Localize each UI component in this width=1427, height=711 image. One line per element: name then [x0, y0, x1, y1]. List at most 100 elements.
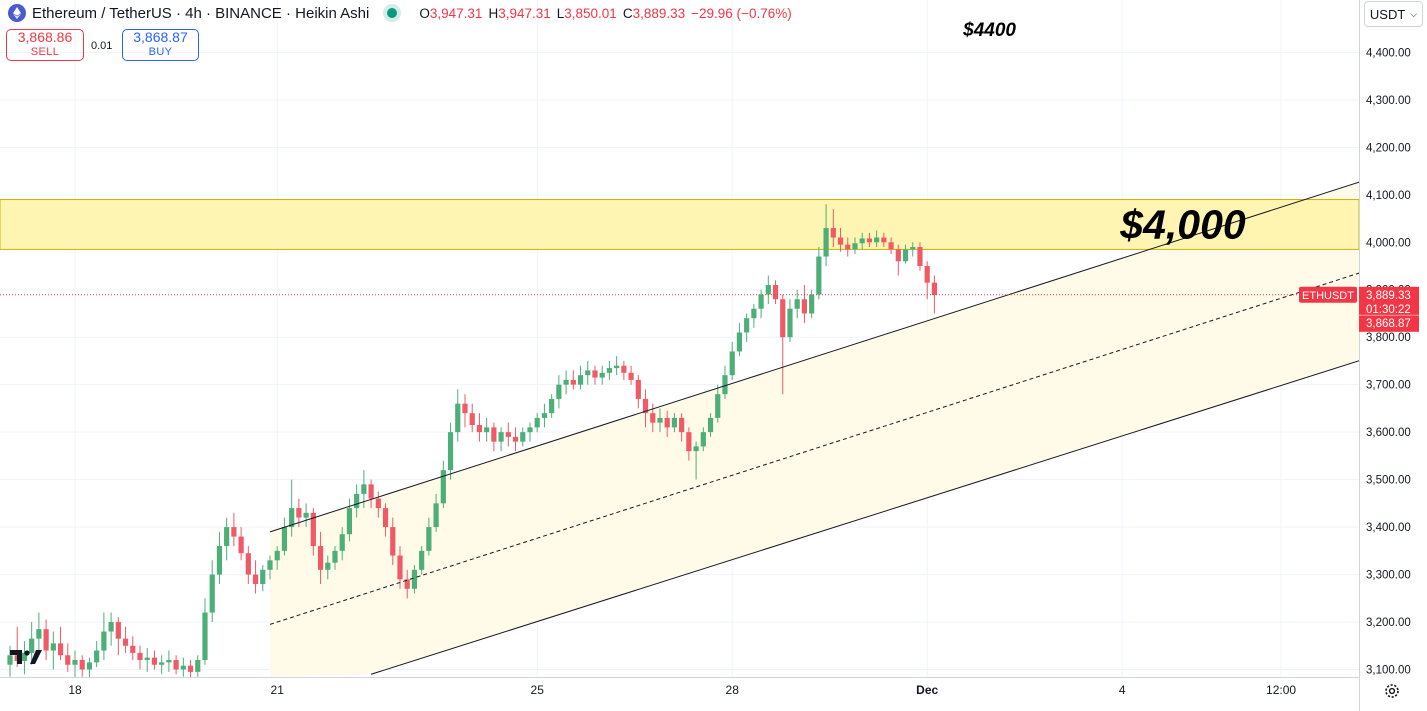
y-tick-label: 4,200.00	[1366, 142, 1411, 154]
y-tick-label: 3,100.00	[1366, 665, 1411, 677]
y-tick-label: 3,700.00	[1366, 380, 1411, 392]
candle-body	[339, 534, 345, 551]
candle-body	[296, 508, 302, 518]
candle-body	[368, 484, 374, 499]
candle-body	[72, 660, 78, 665]
candle-body	[931, 282, 938, 295]
candle-body	[809, 294, 815, 314]
candle-body	[736, 332, 743, 352]
candle-body	[332, 550, 338, 563]
band-annotation: $4,000	[1119, 201, 1246, 247]
candle-body	[101, 631, 107, 651]
last-price-value: 3,889.33	[1366, 290, 1411, 302]
candle-body	[686, 432, 692, 452]
y-tick-label: 3,800.00	[1366, 332, 1411, 344]
candle-body	[180, 665, 186, 670]
y-tick-label: 3,200.00	[1366, 617, 1411, 629]
target-annotation: $4400	[962, 20, 1016, 41]
candle-body	[592, 370, 598, 378]
candle-body	[722, 375, 728, 395]
candle-body	[397, 555, 403, 580]
candle-body	[469, 413, 475, 426]
ohlc-open: O3,947.31	[419, 5, 483, 21]
candle-body	[859, 238, 865, 244]
candle-body	[758, 294, 764, 309]
candle-body	[137, 652, 143, 661]
sell-button[interactable]: 3,868.86 SELL	[6, 29, 84, 61]
candle-body	[852, 243, 858, 250]
candle-body	[657, 417, 663, 423]
candle-body	[715, 394, 721, 418]
candle-body	[512, 436, 519, 442]
candle-body	[50, 643, 56, 651]
candle-body	[520, 432, 526, 442]
candle-body	[902, 249, 909, 262]
candle-body	[173, 660, 179, 670]
candle-body	[606, 368, 613, 373]
candle-body	[780, 299, 786, 338]
candle-body	[614, 365, 620, 369]
candle-body	[866, 238, 873, 243]
candle-body	[440, 470, 446, 504]
buy-label: BUY	[148, 46, 173, 58]
candle-body	[527, 427, 533, 433]
y-tick-label: 3,400.00	[1366, 522, 1411, 534]
tradingview-logo-icon[interactable]	[8, 646, 44, 666]
y-tick-label: 4,400.00	[1366, 47, 1411, 59]
candle-body	[447, 432, 454, 471]
candle-body	[664, 417, 670, 428]
candle-body	[837, 237, 844, 245]
candle-body	[36, 629, 42, 639]
candle-body	[361, 484, 367, 494]
channel-middle-line	[269, 250, 1427, 625]
candle-body	[325, 562, 331, 570]
candle-body	[563, 379, 569, 385]
currency-selector[interactable]: USDT ⌵	[1364, 1, 1423, 27]
candle-body	[628, 372, 634, 380]
candle-body	[830, 228, 836, 238]
price-axis-panel	[1359, 0, 1427, 711]
candle-body	[744, 318, 750, 333]
candle-body	[895, 249, 901, 262]
candle-body	[238, 536, 244, 554]
channel-upper-line	[269, 159, 1427, 533]
candle-body	[585, 370, 591, 376]
sell-label: SELL	[30, 46, 60, 58]
candle-body	[144, 657, 150, 661]
candle-body	[108, 622, 114, 632]
candle-body	[43, 629, 49, 651]
symbol-title[interactable]: Ethereum / TetherUS · 4h · BINANCE · Hei…	[32, 4, 370, 22]
candle-body	[924, 266, 930, 283]
candle-body	[549, 398, 555, 414]
candle-body	[772, 284, 779, 300]
channel-lower-line	[370, 338, 1427, 675]
spread-value: 0.01	[91, 40, 113, 52]
candle-body	[570, 379, 576, 385]
candle-body	[289, 508, 295, 528]
candle-body	[707, 417, 714, 433]
buy-button[interactable]: 3,868.87 BUY	[122, 29, 199, 61]
x-tick-label: 28	[726, 683, 740, 697]
candle-body	[159, 662, 165, 665]
x-tick-label: 18	[68, 683, 82, 697]
candle-body	[801, 299, 808, 314]
candle-body	[130, 645, 136, 653]
candle-body	[151, 657, 158, 665]
candle-body	[541, 413, 548, 418]
candle-body	[491, 427, 497, 442]
candle-body	[166, 660, 172, 663]
candle-body	[455, 403, 461, 433]
candle-body	[390, 527, 396, 556]
candle-body	[534, 417, 540, 428]
candle-body	[476, 425, 483, 433]
settings-gear-icon[interactable]	[1383, 682, 1401, 700]
ohlc-change: −29.96 (−0.76%)	[691, 5, 792, 21]
candle-body	[635, 379, 641, 399]
candle-body	[787, 308, 793, 338]
ohlc-low: L3,850.01	[556, 5, 617, 21]
x-tick-label: 12:00	[1266, 683, 1296, 697]
candle-body	[874, 237, 880, 243]
candle-body	[281, 527, 288, 551]
symbol-tag-label: ETHUSDT	[1302, 290, 1354, 302]
